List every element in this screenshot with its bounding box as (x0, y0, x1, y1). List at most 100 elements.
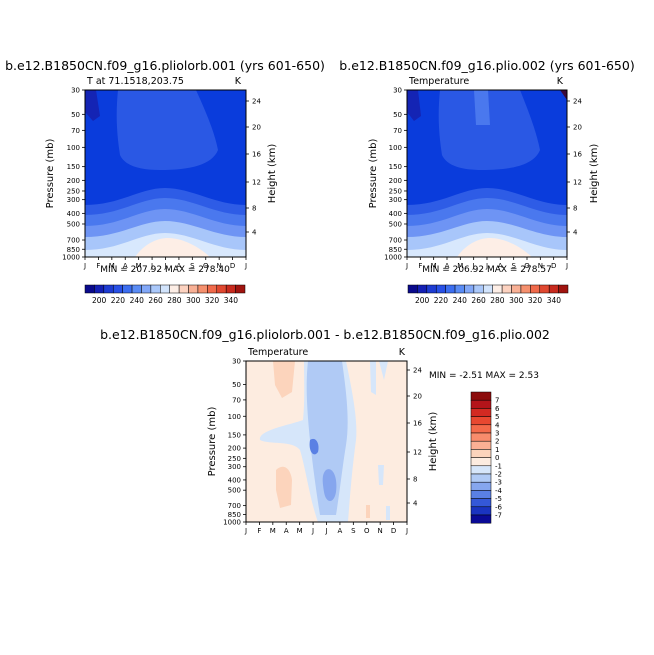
x-tick-label: D (230, 262, 235, 270)
colorbar-box (470, 465, 492, 475)
y-tick-label: 70 (71, 127, 80, 135)
x-tick-label: M (457, 262, 463, 270)
y-tick-label: 150 (228, 431, 241, 439)
colorbar-box (470, 408, 492, 417)
panel-a-axes: J F M A M J J A S O N D J305070100150200250300400500… (45, 87, 278, 271)
colorbar-label: 220 (434, 296, 449, 305)
y-tick-label: 70 (393, 127, 402, 135)
colorbar-label: 320 (528, 296, 543, 305)
y-tick-label: 700 (228, 502, 241, 510)
x-tick-label: A (123, 262, 128, 270)
y2-axis-label: Height (km) (428, 412, 439, 472)
x-tick-label: N (217, 262, 222, 270)
x-tick-label: J (405, 527, 408, 535)
y-tick-label: 400 (228, 476, 241, 484)
colorbar-label: 240 (130, 296, 145, 305)
colorbar-box (473, 284, 484, 294)
panel-c-axes: J F M A M J J A S O N D J305070100150200250300400500… (207, 358, 439, 536)
y2-axis-label: Height (km) (589, 144, 600, 204)
colorbar-box (558, 284, 569, 294)
colorbar-box (178, 284, 189, 294)
y-tick-label: 300 (67, 196, 80, 204)
colorbar-label: 340 (547, 296, 562, 305)
colorbar-label: 5 (495, 413, 499, 421)
colorbar-box (197, 284, 208, 294)
colorbar-box (84, 284, 95, 294)
colorbar-label: -4 (495, 487, 503, 495)
x-tick-label: A (338, 527, 343, 535)
y-tick-label: 200 (67, 177, 80, 185)
y2-tick-label: 16 (252, 151, 261, 159)
colorbar-box (207, 284, 218, 294)
colorbar-box (501, 284, 512, 294)
panel-a-units: K (235, 76, 242, 87)
x-tick-label: A (284, 527, 289, 535)
contour-band (85, 90, 100, 121)
x-tick-label: D (391, 527, 396, 535)
y-tick-label: 70 (232, 396, 241, 404)
colorbar-box (470, 432, 492, 442)
panel-b-contours (407, 90, 567, 257)
x-tick-label: F (96, 262, 100, 270)
y2-axis-label: Height (km) (267, 144, 278, 204)
x-tick-label: J (244, 527, 247, 535)
y-tick-label: 50 (393, 111, 402, 119)
y2-tick-label: 12 (252, 179, 261, 187)
y2-tick-label: 16 (573, 151, 582, 159)
colorbar-box (464, 284, 475, 294)
y-axis-label: Pressure (mb) (45, 139, 56, 209)
colorbar-label: 4 (495, 421, 500, 429)
colorbar-box (445, 284, 456, 294)
y2-tick-label: 24 (413, 367, 422, 375)
colorbar-box (470, 473, 492, 483)
x-tick-label: M (431, 262, 437, 270)
contour-band (386, 506, 390, 520)
y2-tick-label: 20 (573, 124, 582, 132)
colorbar-box (122, 284, 133, 294)
y2-tick-label: 24 (252, 98, 261, 106)
x-tick-label: A (177, 262, 182, 270)
colorbar-label: 7 (495, 397, 499, 405)
colorbar-box (483, 284, 493, 294)
colorbar-box (470, 457, 492, 467)
panel-a-title: b.e12.B1850CN.f09_g16.pliolorb.001 (yrs … (5, 58, 325, 73)
y-tick-label: 700 (389, 237, 402, 245)
y-tick-label: 500 (228, 487, 241, 495)
colorbar-box (435, 284, 446, 294)
panel-c-contours (246, 361, 407, 522)
contour-band (407, 90, 421, 121)
panel-b-axes: J F M A M J J A S O N D J305070100150200250300400500… (368, 87, 600, 271)
colorbar-label: 1 (495, 446, 499, 454)
x-tick-label: S (351, 527, 356, 535)
colorbar-box (160, 284, 170, 294)
y2-tick-label: 8 (573, 205, 577, 213)
x-tick-label: M (109, 262, 115, 270)
panel-b-variable: Temperature (408, 76, 469, 87)
x-tick-label: O (524, 262, 530, 270)
colorbar-box (470, 514, 492, 524)
y2-tick-label: 12 (573, 179, 582, 187)
colorbar-label: -7 (495, 512, 502, 520)
colorbar-label: 340 (224, 296, 239, 305)
panel-b-title: b.e12.B1850CN.f09_g16.plio.002 (yrs 601-… (339, 58, 634, 73)
colorbar-box (112, 284, 123, 294)
colorbar-box (169, 284, 180, 294)
x-tick-label: D (551, 262, 556, 270)
colorbar-label: 300 (509, 296, 524, 305)
colorbar-box (520, 284, 531, 294)
panel-a-variable: T at 71.1518,203.75 (86, 76, 184, 87)
colorbar-label: 300 (186, 296, 201, 305)
panel-a: b.e12.B1850CN.f09_g16.pliolorb.001 (yrs … (5, 58, 325, 305)
panel-b-colorbar: 200 220 240 260 280 300 320 340 (407, 284, 569, 305)
x-tick-label: M (136, 262, 142, 270)
x-tick-label: M (297, 527, 303, 535)
x-tick-label: J (311, 527, 314, 535)
panel-c-units: K (399, 347, 406, 358)
panel-a-stats: MIN = 207.92 MAX = 278.40 (100, 265, 230, 275)
y2-tick-label: 20 (413, 393, 422, 401)
x-tick-label: J (150, 262, 153, 270)
contour-band (366, 505, 370, 518)
y-tick-label: 400 (67, 210, 80, 218)
y-tick-label: 500 (67, 220, 80, 228)
